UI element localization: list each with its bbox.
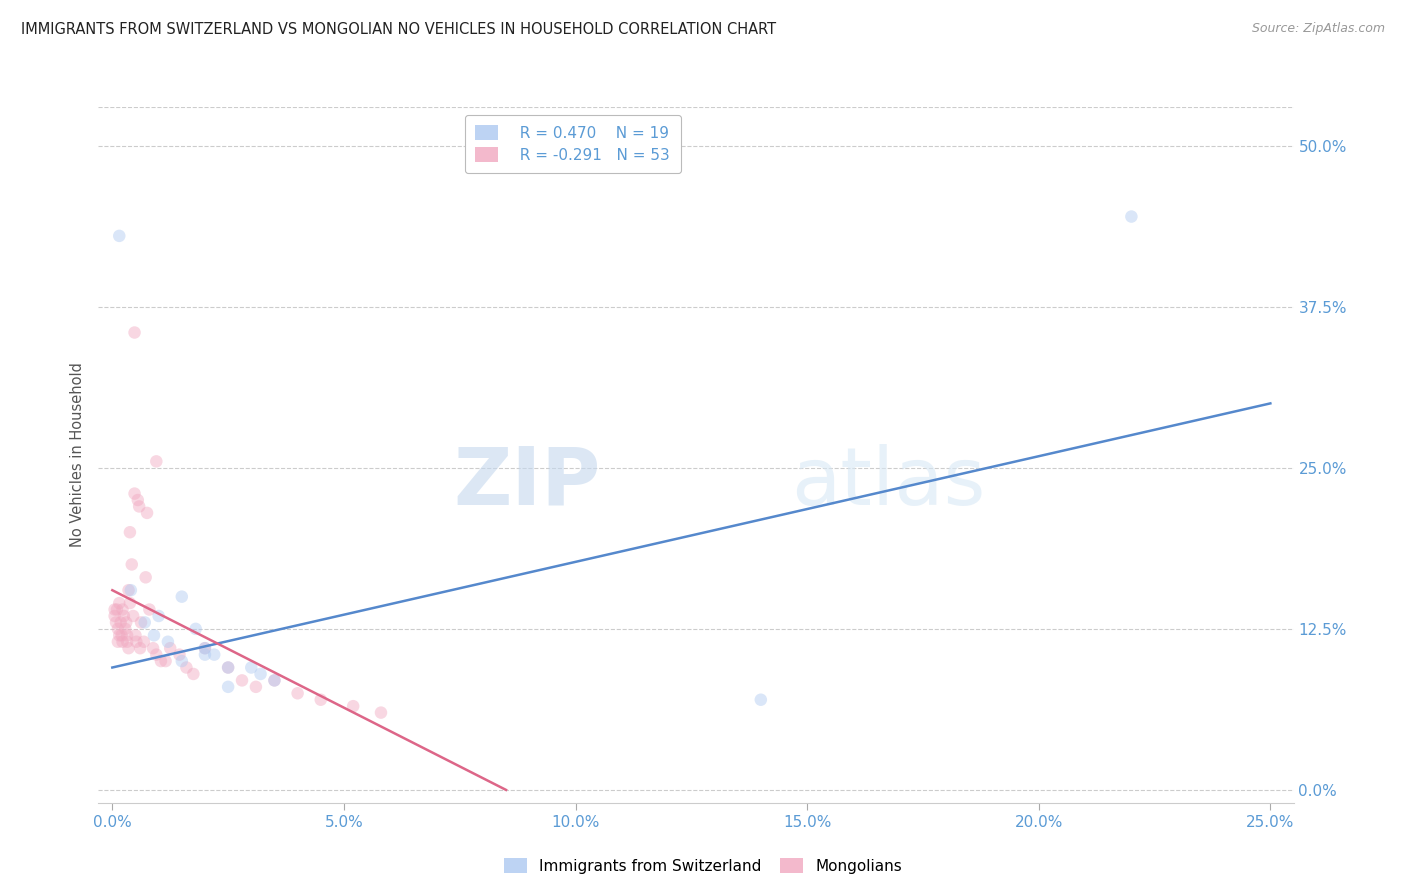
Point [111, 602, 134, 616]
Point [124, 486, 146, 500]
Point [114, 622, 136, 636]
Point [194, 641, 217, 656]
Point [145, 648, 167, 662]
Point [194, 641, 217, 656]
Point [134, 615, 156, 630]
Point [249, 667, 271, 681]
Point [370, 706, 392, 720]
Point [104, 602, 127, 616]
Point [107, 622, 129, 636]
Point [159, 641, 181, 656]
Point [309, 692, 332, 706]
Point [108, 628, 131, 642]
Point [184, 622, 207, 636]
Point [105, 602, 128, 616]
Point [148, 609, 170, 624]
Point [112, 609, 135, 624]
Point [129, 615, 152, 630]
Point [217, 660, 239, 674]
Point [263, 673, 285, 688]
Point [170, 590, 193, 604]
Point [128, 500, 150, 514]
Point [125, 634, 148, 648]
Point [122, 609, 145, 624]
Point [143, 628, 166, 642]
Point [145, 454, 167, 468]
Point [217, 660, 239, 674]
Point [129, 641, 152, 656]
Point [170, 654, 193, 668]
Point [342, 699, 364, 714]
Point [245, 680, 267, 694]
Text: atlas: atlas [792, 443, 986, 522]
Point [105, 615, 128, 630]
Point [127, 493, 149, 508]
Point [132, 634, 155, 648]
Point [169, 648, 191, 662]
Point [111, 634, 134, 648]
Point [1121, 210, 1143, 224]
Text: ZIP: ZIP [453, 443, 600, 522]
Point [263, 673, 285, 688]
Point [202, 648, 225, 662]
Legend: Immigrants from Switzerland, Mongolians: Immigrants from Switzerland, Mongolians [498, 852, 908, 880]
Point [117, 641, 139, 656]
Point [287, 686, 309, 700]
Point [118, 596, 141, 610]
Point [115, 615, 138, 630]
Text: IMMIGRANTS FROM SWITZERLAND VS MONGOLIAN NO VEHICLES IN HOUSEHOLD CORRELATION CH: IMMIGRANTS FROM SWITZERLAND VS MONGOLIAN… [21, 22, 776, 37]
Point [110, 628, 132, 642]
Point [155, 654, 177, 668]
Point [138, 602, 160, 616]
Point [183, 667, 205, 681]
Point [104, 609, 127, 624]
Point [156, 634, 179, 648]
Point [115, 634, 138, 648]
Point [149, 654, 172, 668]
Point [120, 583, 142, 598]
Point [110, 615, 132, 630]
Point [124, 628, 146, 642]
Point [231, 673, 253, 688]
Legend:   R = 0.470    N = 19,   R = -0.291   N = 53: R = 0.470 N = 19, R = -0.291 N = 53 [464, 115, 681, 173]
Text: Source: ZipAtlas.com: Source: ZipAtlas.com [1251, 22, 1385, 36]
Y-axis label: No Vehicles in Household: No Vehicles in Household [70, 362, 86, 548]
Point [117, 583, 139, 598]
Point [194, 648, 217, 662]
Point [240, 660, 263, 674]
Point [107, 634, 129, 648]
Point [142, 641, 165, 656]
Point [176, 660, 198, 674]
Point [217, 680, 239, 694]
Point [115, 628, 138, 642]
Point [108, 596, 131, 610]
Point [124, 326, 146, 340]
Point [108, 228, 131, 243]
Point [121, 558, 143, 572]
Point [118, 525, 141, 540]
Point [749, 692, 772, 706]
Point [135, 570, 157, 584]
Point [136, 506, 159, 520]
